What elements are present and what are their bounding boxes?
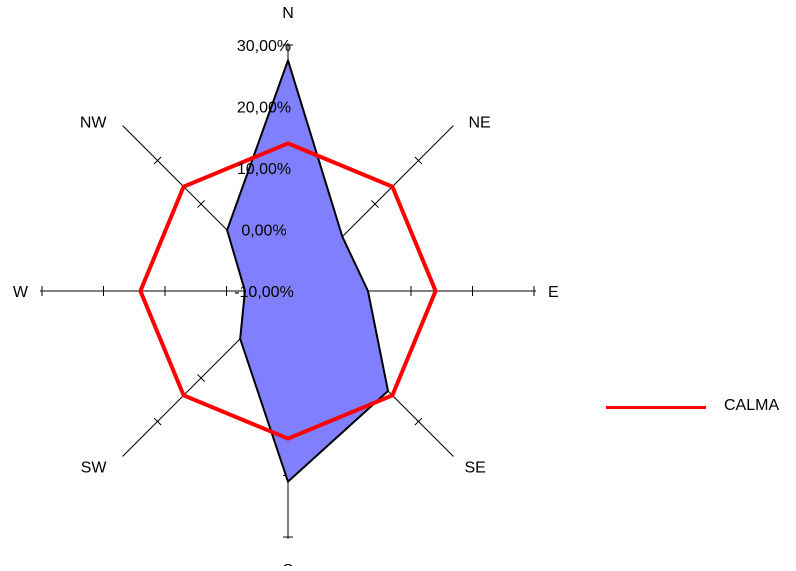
radial-tick-label-1: 0,00% — [241, 223, 286, 240]
direction-label-ne: NE — [468, 115, 490, 132]
direction-label-sw: SW — [81, 459, 108, 476]
legend-calma-label: CALMA — [724, 397, 779, 415]
direction-label-w: W — [13, 284, 29, 301]
direction-label-se: SE — [464, 459, 485, 476]
series-frequency-area — [227, 60, 388, 481]
direction-label-n: N — [282, 5, 294, 22]
direction-label-e: E — [548, 284, 559, 301]
chart-legend: CALMA — [606, 396, 796, 418]
legend-calma-swatch — [606, 406, 706, 409]
radial-tick-label-2: 10,00% — [237, 161, 291, 178]
radial-tick-label-4: 30,00% — [237, 38, 291, 55]
radial-tick-label-3: 20,00% — [237, 100, 291, 117]
radial-tick-label-0: -10,00% — [234, 284, 294, 301]
direction-label-nw: NW — [80, 115, 108, 132]
direction-label-s: S — [283, 562, 294, 566]
